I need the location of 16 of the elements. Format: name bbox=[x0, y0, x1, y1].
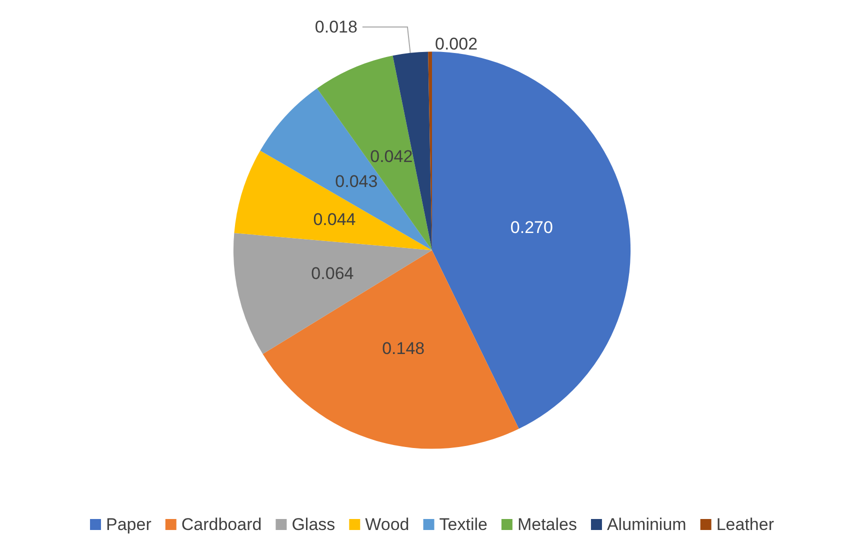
legend-label: Textile bbox=[439, 515, 488, 534]
legend-label: Cardboard bbox=[181, 515, 262, 534]
data-label: 0.018 bbox=[314, 18, 358, 37]
legend-label: Paper bbox=[106, 515, 152, 534]
data-label: 0.043 bbox=[335, 172, 378, 191]
legend-label: Wood bbox=[365, 515, 410, 534]
data-label: 0.064 bbox=[311, 264, 354, 284]
data-label: 0.042 bbox=[370, 146, 413, 166]
data-label: 0.044 bbox=[313, 210, 356, 229]
data-label: 0.270 bbox=[510, 218, 553, 237]
legend-label: Aluminium bbox=[606, 515, 686, 534]
data-label: 0.148 bbox=[382, 338, 425, 358]
data-label: 0.002 bbox=[435, 34, 478, 54]
legend-label: Glass bbox=[292, 515, 336, 534]
legend-label: Leather bbox=[716, 515, 774, 534]
legend-label: Metales bbox=[517, 515, 577, 534]
